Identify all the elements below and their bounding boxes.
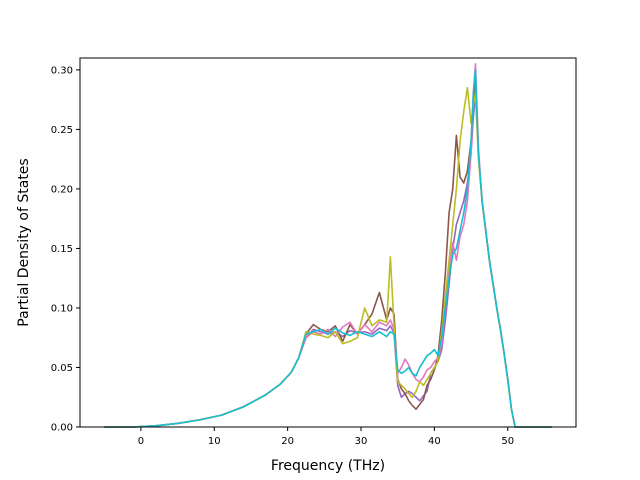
y-tick-label: 0.20 xyxy=(51,184,73,195)
series-line-2 xyxy=(104,75,552,428)
y-tick-label: 0.15 xyxy=(51,244,73,255)
y-tick-label: 0.05 xyxy=(51,363,73,374)
series-line-1 xyxy=(104,92,552,428)
x-axis: 0 10 20 30 40 50 xyxy=(138,427,514,447)
y-axis: 0.00 0.05 0.10 0.15 0.20 0.25 0.30 xyxy=(51,65,80,434)
y-tick-label: 0.30 xyxy=(51,65,73,76)
series-layer xyxy=(104,63,552,428)
y-axis-label: Partial Density of States xyxy=(16,158,32,326)
y-tick-label: 0.10 xyxy=(51,303,73,314)
series-line-3 xyxy=(104,63,552,428)
x-axis-label: Frequency (THz) xyxy=(271,458,385,474)
x-tick-label: 40 xyxy=(428,436,441,447)
y-tick-label: 0.25 xyxy=(51,125,73,136)
x-tick-label: 20 xyxy=(281,436,294,447)
series-line-5 xyxy=(104,69,552,428)
y-tick-label: 0.00 xyxy=(51,423,73,434)
x-tick-label: 30 xyxy=(355,436,368,447)
x-tick-label: 50 xyxy=(501,436,514,447)
series-line-4 xyxy=(104,86,552,428)
x-tick-label: 0 xyxy=(138,436,144,447)
plot-area-frame xyxy=(79,57,577,428)
x-tick-label: 10 xyxy=(208,436,221,447)
